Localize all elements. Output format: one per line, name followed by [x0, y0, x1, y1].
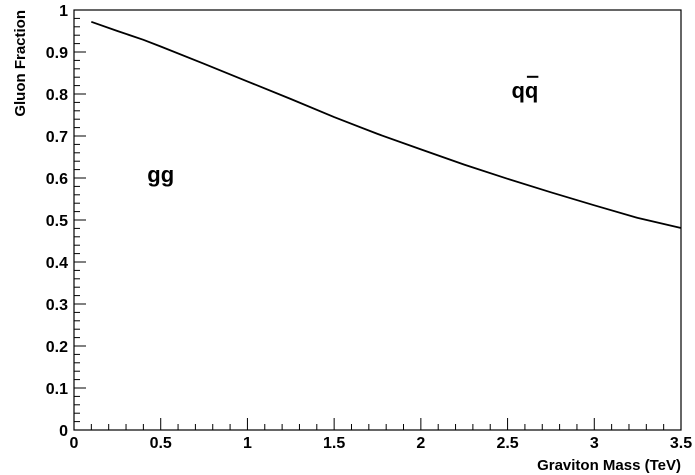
plot-frame — [74, 10, 681, 430]
y-tick-label: 0.3 — [46, 297, 68, 314]
y-tick-label: 0.4 — [46, 255, 68, 272]
y-tick-label: 0.6 — [46, 171, 68, 188]
annotation-qqbar: qq — [511, 78, 538, 103]
gluon-fraction-line — [91, 22, 681, 228]
y-tick-label: 0.2 — [46, 339, 68, 356]
x-tick-label: 1.5 — [323, 435, 345, 452]
y-tick-label: 0.7 — [46, 129, 68, 146]
x-tick-label: 0 — [70, 435, 79, 452]
y-axis-ticks: 0 0.1 0.2 0.3 0.4 0.5 0.6 0.7 0.8 0.9 1 — [46, 3, 86, 440]
x-tick-label: 2.5 — [496, 435, 518, 452]
annotation-gg: gg — [147, 162, 174, 187]
x-tick-label: 0.5 — [150, 435, 172, 452]
x-tick-label: 3.5 — [670, 435, 692, 452]
x-tick-label: 1 — [243, 435, 252, 452]
x-tick-label: 2 — [416, 435, 425, 452]
y-axis-title: Gluon Fraction — [12, 10, 29, 117]
x-tick-label: 3 — [590, 435, 599, 452]
y-tick-label: 1 — [59, 3, 68, 20]
y-tick-label: 0.8 — [46, 87, 68, 104]
x-axis-ticks: 0 0.5 1 1.5 2 2.5 3 3.5 — [70, 418, 693, 452]
y-tick-label: 0 — [59, 423, 68, 440]
y-tick-label: 0.1 — [46, 381, 68, 398]
y-tick-label: 0.9 — [46, 45, 68, 62]
x-axis-title: Graviton Mass (TeV) — [537, 457, 681, 474]
y-tick-label: 0.5 — [46, 213, 68, 230]
